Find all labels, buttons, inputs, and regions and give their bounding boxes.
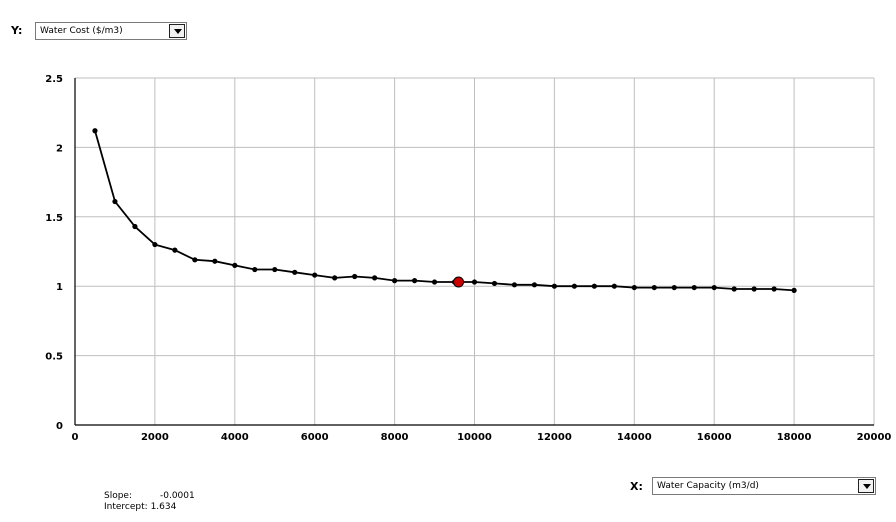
y-tick-label: 2 [56,143,63,154]
data-point [611,283,617,289]
data-point [252,266,258,273]
series-water-cost [92,128,797,293]
data-point [791,287,797,293]
x-tick-label: 16000 [697,432,732,443]
intercept-label: Intercept: [104,502,148,512]
tick-labels: 0 2000 4000 6000 8000 10000 12000 14000 16000 180… [45,74,891,443]
grid-lines [74,77,875,426]
x-axis-selector-label: X: [630,480,643,493]
data-point [491,280,498,287]
data-point [671,284,677,291]
y-tick-label: 0 [56,421,63,432]
data-point [551,283,558,289]
x-axis-dropdown-value: Water Capacity (m3/d) [657,481,759,491]
y-axis-selector-label: Y: [11,24,23,37]
x-tick-label: 4000 [221,432,249,443]
chevron-down-icon[interactable] [858,479,874,493]
data-point [112,198,118,205]
slope-label: Slope: [104,491,133,501]
data-point [751,286,757,292]
series-line [94,130,795,292]
data-point [152,241,158,248]
data-point [352,273,358,280]
intercept-value: 1.634 [150,502,177,512]
y-tick-label: 1 [56,282,63,293]
data-point [511,282,518,288]
data-point [192,257,198,263]
x-tick-label: 18000 [777,432,812,443]
regression-stats: Slope: -0.0001 Intercept: 1.634 [104,491,195,513]
data-point [292,269,298,275]
data-point [92,128,98,134]
x-tick-label: 8000 [381,432,409,443]
data-point [212,258,218,264]
data-point [172,247,178,253]
axes [74,78,874,426]
data-point [392,278,398,284]
highlighted-data-point [453,276,465,288]
data-point [651,284,657,291]
x-tick-label: 10000 [457,432,492,443]
data-point [731,286,737,292]
slope-row: Slope: -0.0001 [104,491,195,502]
x-tick-label: 0 [72,432,79,443]
x-tick-label: 2000 [141,432,169,443]
y-axis-dropdown-value: Water Cost ($/m3) [40,26,123,36]
data-point [631,284,637,291]
y-tick-label: 1.5 [45,213,63,224]
data-point [711,284,717,291]
x-axis-dropdown[interactable]: Water Capacity (m3/d) [652,477,876,495]
data-point [332,275,338,281]
data-point [431,279,438,285]
data-point [531,282,538,288]
x-tick-label: 14000 [617,432,652,443]
y-tick-label: 0.5 [45,352,63,363]
data-point [591,283,597,289]
y-axis-dropdown[interactable]: Water Cost ($/m3) [35,22,187,40]
chevron-down-icon[interactable] [169,24,185,38]
data-point [132,223,138,230]
data-point [471,279,478,285]
data-point [272,266,278,273]
x-tick-label: 12000 [537,432,572,443]
x-tick-label: 20000 [857,432,892,443]
y-tick-label: 2.5 [45,74,63,85]
data-point [571,283,577,289]
intercept-row: Intercept: 1.634 [104,502,195,513]
data-point [372,275,378,281]
data-point [691,284,697,291]
slope-value: -0.0001 [160,491,195,501]
data-point [232,262,238,268]
x-tick-label: 6000 [301,432,329,443]
data-point [312,272,318,278]
data-point [771,286,777,292]
data-point [411,278,418,284]
